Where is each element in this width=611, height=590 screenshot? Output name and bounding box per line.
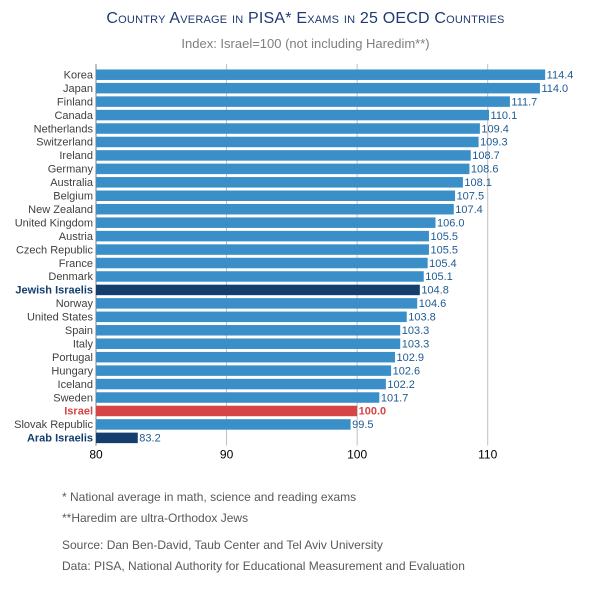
bar [96,365,392,376]
data-label: 108.1 [464,177,492,189]
bar [96,150,471,161]
x-tick-label: 80 [89,448,103,460]
category-label: Belgium [53,191,93,203]
source-line: Source: Dan Ben-David, Taub Center and T… [62,538,383,552]
data-label: 83.2 [139,433,160,445]
bar [96,419,351,430]
bar [96,96,510,107]
data-label: 103.8 [408,312,436,324]
data-label: 108.6 [471,164,499,176]
data-label: 105.5 [430,231,458,243]
data-label: 103.3 [402,338,430,350]
category-label: Australia [50,177,94,189]
chart-subtitle: Index: Israel=100 (not including Haredim… [181,36,430,51]
data-label: 104.8 [421,285,449,297]
chart-title: Country Average in PISA* Exams in 25 OEC… [0,10,611,28]
bar [96,351,396,363]
category-label: Sweden [53,392,93,404]
category-label: Norway [56,298,94,310]
category-label: Italy [73,338,94,350]
category-label: Denmark [48,271,93,283]
category-label: Hungary [51,365,93,377]
data-label: 110.1 [491,110,518,122]
bar [96,69,546,80]
category-label: Spain [65,325,93,337]
x-tick-label: 90 [220,448,234,460]
data-label: 106.0 [437,217,465,229]
category-label: Switzerland [36,137,93,149]
footnote-1: * National average in math, science and … [62,490,357,504]
data-label: 107.4 [455,204,483,216]
data-label: 101.7 [381,392,409,404]
data-label: 105.1 [425,271,453,283]
bar [96,123,480,134]
category-label: Jewish Israelis [15,285,93,297]
category-label: United States [27,312,94,324]
bar [96,325,401,336]
data-label: 109.4 [481,123,509,135]
bar [96,338,401,349]
data-label: 104.6 [419,298,447,310]
chart-title-text: Country Average in PISA* Exams in 25 OEC… [106,10,505,27]
category-label: New Zealand [28,204,93,216]
category-label: Portugal [52,352,93,364]
data-label: 102.6 [393,365,421,377]
data-label: 103.3 [402,325,430,337]
x-tick-label: 100 [347,448,367,460]
data-label: 114.4 [547,69,574,81]
data-label: 108.7 [472,150,500,162]
bar [96,311,407,323]
data-label: 102.9 [397,352,425,364]
category-label: Finland [57,96,93,108]
category-label: Czech Republic [16,244,94,256]
bar [96,82,540,94]
bar [96,230,429,242]
bar [96,298,418,309]
bar [96,284,420,296]
data-label: 105.4 [429,258,457,270]
x-tick-label: 110 [478,448,497,460]
bar [96,177,463,188]
bar [96,392,380,403]
data-label: 100.0 [359,406,387,418]
category-label: Austria [59,231,94,243]
bar [96,257,428,269]
category-label: Israel [64,406,93,418]
data-label: 99.5 [352,419,373,431]
category-label: Korea [64,69,94,81]
bar [96,271,424,282]
category-label: Netherlands [34,123,94,135]
footnote-2: **Haredim are ultra-Orthodox Jews [62,511,249,525]
bar [96,405,358,417]
data-label: 105.5 [430,244,458,256]
category-label: Iceland [58,379,93,391]
category-label: Japan [63,83,93,95]
category-label: Slovak Republic [14,419,93,431]
data-label: 102.2 [387,379,415,391]
category-label: Arab Israelis [27,433,93,445]
bar [96,432,138,444]
bar [96,378,386,390]
category-label: Canada [54,110,93,122]
bar [96,109,490,121]
bar [96,136,479,148]
category-label: France [59,258,93,270]
bar [96,190,456,202]
data-line: Data: PISA, National Authority for Educa… [62,559,465,573]
bar-chart: Korea 114.4 Japan 114.0 Finland 111.7 Canada 11… [14,64,574,460]
bar [96,203,454,215]
data-label: 111.7 [511,96,537,108]
data-label: 107.5 [457,191,485,203]
bar [96,163,470,175]
category-label: United Kingdom [15,217,93,229]
data-label: 109.3 [480,137,508,149]
category-label: Germany [48,164,94,176]
data-label: 114.0 [541,83,568,95]
category-label: Ireland [59,150,93,162]
bar [96,244,429,255]
bar [96,217,436,228]
